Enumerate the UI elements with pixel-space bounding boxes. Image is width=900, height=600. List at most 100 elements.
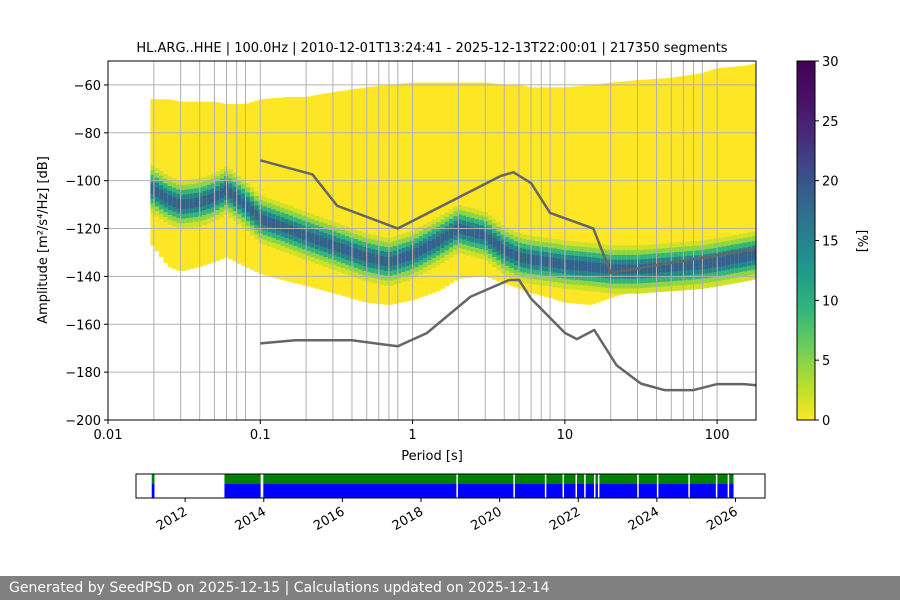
heatmap-cell (306, 217, 312, 223)
heatmap-cell (271, 233, 277, 239)
heatmap-cell (249, 191, 255, 198)
heatmap-cell (665, 78, 671, 287)
heatmap-cell (570, 265, 575, 271)
heatmap-cell (422, 252, 428, 259)
heatmap-cell (582, 242, 588, 248)
heatmap-cell (345, 255, 351, 261)
heatmap-cell (513, 265, 519, 271)
heatmap-cell (193, 178, 199, 185)
heatmap-cell (717, 256, 722, 263)
heatmap-cell (526, 259, 532, 265)
heatmap-cell (301, 244, 307, 250)
heatmap-cell (751, 274, 756, 280)
heatmap-cell (470, 218, 476, 224)
heatmap-cell (375, 254, 381, 261)
heatmap-cell (613, 250, 619, 256)
heatmap-cell (280, 231, 286, 237)
heatmap-cell (669, 247, 675, 253)
heatmap-cell (405, 261, 411, 267)
heatmap-cell (678, 251, 684, 258)
heatmap-cell (513, 260, 519, 266)
heatmap-cell (704, 263, 710, 270)
heatmap-cell (362, 87, 368, 303)
heatmap-cell (544, 261, 549, 267)
heatmap-column (565, 87, 571, 303)
heatmap-cell (444, 255, 450, 261)
psd-chart-canvas: 0.01 0.1 1 10 100 −60−80−100−120−140−160−180… (36, 41, 869, 534)
heatmap-cell (712, 238, 718, 244)
heatmap-cell (561, 269, 567, 275)
heatmap-cell (336, 247, 342, 253)
heatmap-column (652, 78, 658, 293)
heatmap-cell (180, 189, 186, 196)
psd-plot-area: 0.01 0.1 1 10 100 −60−80−100−120−140−160−180… (65, 60, 757, 443)
heatmap-cell (401, 262, 407, 268)
heatmap-cell (405, 246, 411, 253)
heatmap-column (448, 82, 454, 284)
colorbar-tick-label: 10 (822, 294, 839, 309)
heatmap-column (418, 82, 424, 298)
heatmap-cell (513, 236, 519, 242)
heatmap-cell (665, 252, 671, 259)
heatmap-column (544, 87, 549, 297)
heatmap-cell (682, 270, 688, 276)
heatmap-cell (314, 249, 320, 255)
heatmap-cell (535, 236, 541, 242)
heatmap-column (431, 82, 437, 293)
heatmap-cell (570, 245, 575, 252)
heatmap-cell (280, 236, 286, 242)
heatmap-cell (154, 192, 160, 198)
heatmap-cell (345, 269, 351, 275)
heatmap-cell (673, 242, 679, 248)
heatmap-cell (418, 255, 424, 261)
heatmap-cell (626, 269, 632, 275)
heatmap-cell (557, 249, 562, 255)
heatmap-cell (362, 270, 368, 277)
heatmap-cell (345, 231, 351, 237)
heatmap-cell (301, 239, 307, 245)
heatmap-column (582, 85, 588, 305)
heatmap-cell (444, 231, 450, 237)
heatmap-cell (180, 209, 186, 215)
heatmap-cell (219, 183, 225, 189)
heatmap-cell (267, 236, 273, 242)
heatmap-cell (245, 182, 251, 189)
timeline-frame (135, 473, 766, 499)
heatmap-cell (275, 225, 281, 231)
heatmap-cell (392, 236, 398, 242)
heatmap-cell (228, 193, 234, 199)
heatmap-cell (453, 211, 459, 217)
heatmap-column (336, 91, 342, 295)
heatmap-cell (743, 242, 748, 248)
heatmap-cell (492, 261, 498, 268)
heatmap-column (319, 94, 325, 291)
heatmap-cell (271, 209, 277, 215)
heatmap-cell (314, 234, 320, 241)
heatmap-column (202, 101, 208, 266)
heatmap-cell (673, 247, 679, 253)
heatmap-cell (340, 239, 346, 245)
heatmap-cell (396, 239, 402, 246)
heatmap-cell (154, 172, 160, 179)
heatmap-cell (505, 84, 511, 285)
heatmap-cell (176, 194, 182, 200)
heatmap-cell (509, 263, 515, 269)
heatmap-cell (211, 197, 216, 204)
heatmap-column (310, 95, 316, 288)
heatmap-cell (669, 271, 675, 277)
heatmap-cell (358, 259, 363, 266)
heatmap-cell (167, 195, 173, 201)
heatmap-cell (366, 272, 372, 278)
heatmap-cell (228, 198, 234, 204)
heatmap-cell (747, 237, 753, 243)
heatmap-cell (353, 229, 359, 235)
heatmap-cell (453, 249, 459, 255)
heatmap-cell (280, 222, 286, 228)
heatmap-cell (401, 243, 407, 249)
heatmap-cell (608, 250, 614, 256)
heatmap-cell (652, 244, 658, 250)
heatmap-cell (254, 210, 260, 216)
heatmap-cell (215, 190, 221, 197)
heatmap-cell (595, 262, 601, 269)
heatmap-cell (301, 210, 307, 217)
